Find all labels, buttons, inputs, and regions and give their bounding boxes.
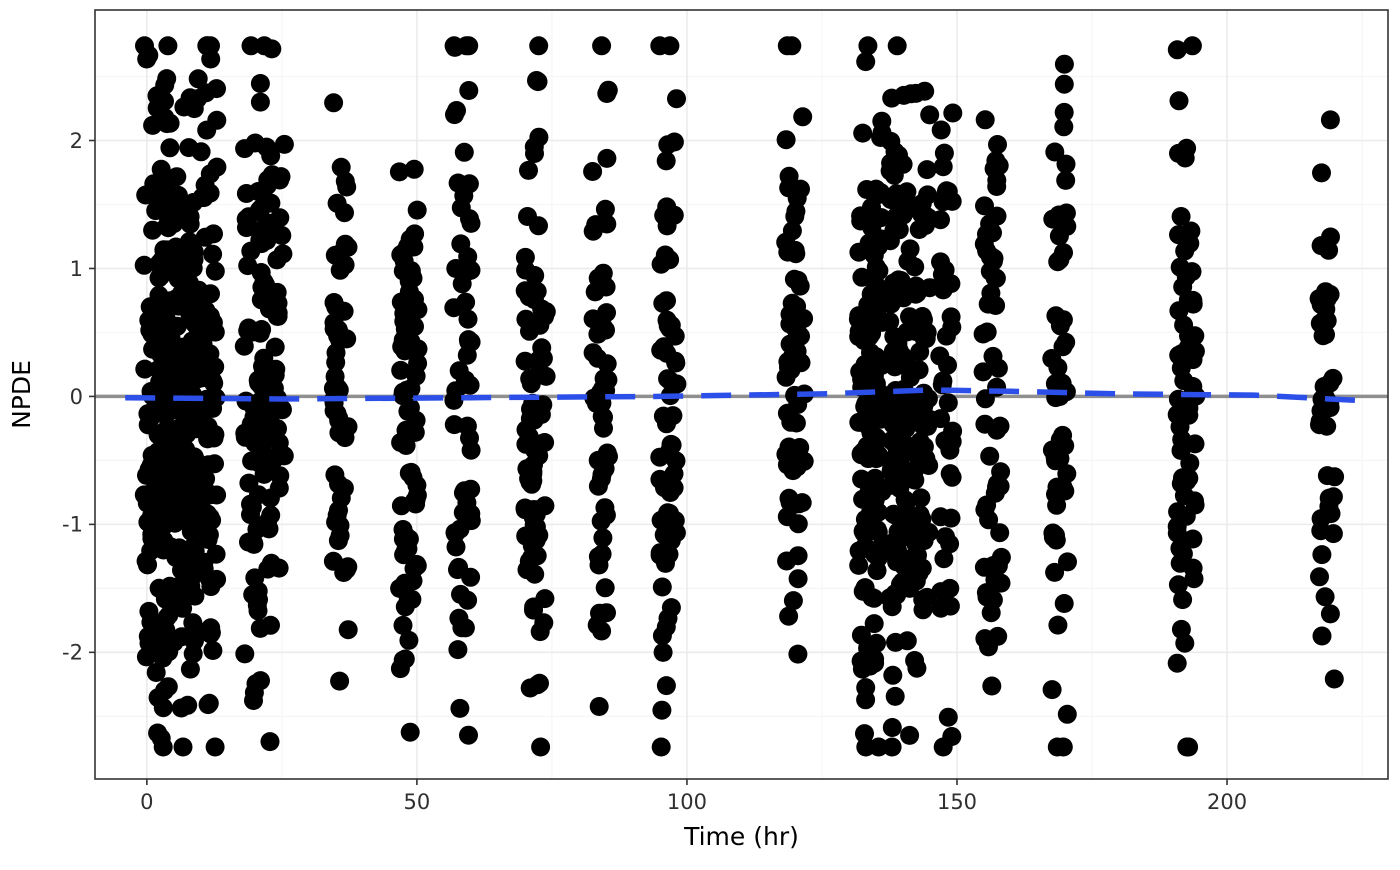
y-tick-label: -2 <box>62 641 83 665</box>
x-tick-label: 150 <box>937 790 977 814</box>
x-tick-label: 200 <box>1207 790 1247 814</box>
npde-points <box>134 36 1345 757</box>
y-tick-label: 1 <box>70 257 83 281</box>
y-tick-label: -1 <box>62 513 83 537</box>
x-axis-title: Time (hr) <box>683 822 799 851</box>
trend-line <box>125 387 1357 404</box>
axes: 0 50 100 150 200 -2 -1 0 1 2 <box>62 129 1247 814</box>
x-tick-label: 50 <box>404 790 431 814</box>
y-axis-title: NPDE <box>7 360 36 429</box>
panel-border <box>94 9 1389 780</box>
y-tick-label: 2 <box>70 129 83 153</box>
y-tick-label: 0 <box>70 385 83 409</box>
x-tick-label: 100 <box>667 790 707 814</box>
x-tick-label: 0 <box>140 790 153 814</box>
data-points-layer <box>95 36 1388 757</box>
